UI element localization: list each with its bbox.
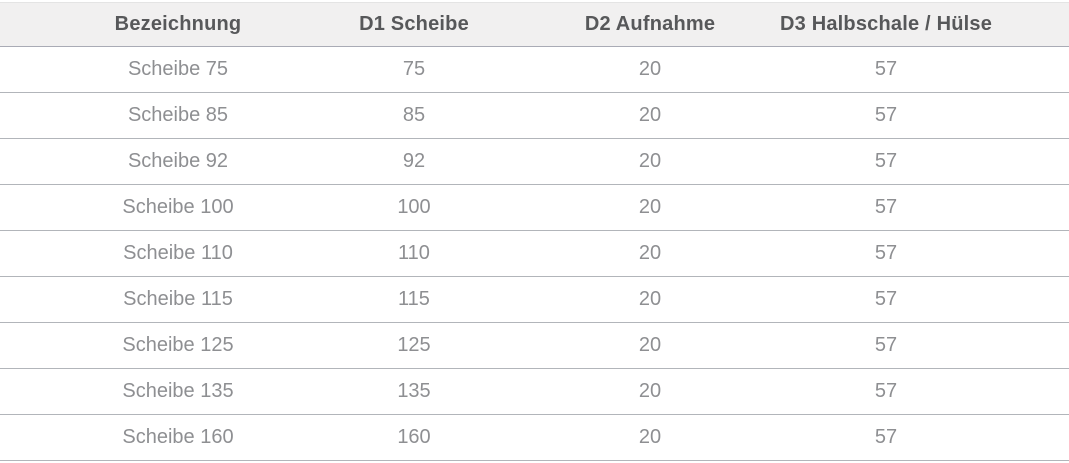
cell-d2: 20 (638, 380, 662, 402)
table-row: Scheibe 75 75 20 57 (0, 47, 1069, 93)
cell-d1: 75 (402, 58, 426, 80)
cell-d3: 57 (874, 196, 898, 218)
table-row: Scheibe 92 92 20 57 (0, 139, 1069, 185)
cell-bezeichnung: Scheibe 115 (123, 288, 233, 310)
cell-d3: 57 (874, 288, 898, 310)
table-row: Scheibe 110 110 20 57 (0, 231, 1069, 277)
cell-bezeichnung: Scheibe 75 (127, 58, 229, 80)
cell-d2: 20 (638, 288, 662, 310)
cell-d3: 57 (874, 150, 898, 172)
cell-bezeichnung: Scheibe 92 (127, 150, 229, 172)
table-row: Scheibe 85 85 20 57 (0, 93, 1069, 139)
cell-d1: 110 (398, 242, 430, 264)
cell-d3: 57 (874, 58, 898, 80)
table-row: Scheibe 125 125 20 57 (0, 323, 1069, 369)
cell-d2: 20 (638, 242, 662, 264)
cell-bezeichnung: Scheibe 125 (122, 334, 234, 356)
column-header-bezeichnung: Bezeichnung (114, 13, 242, 35)
cell-d1: 92 (402, 150, 426, 172)
cell-bezeichnung: Scheibe 110 (123, 242, 233, 264)
table-row: Scheibe 135 135 20 57 (0, 369, 1069, 415)
cell-d1: 100 (397, 196, 431, 218)
cell-bezeichnung: Scheibe 160 (122, 426, 234, 448)
cell-d1: 85 (402, 104, 426, 126)
cell-d3: 57 (874, 104, 898, 126)
cell-d1: 135 (397, 380, 431, 402)
column-header-d3-halbschale-huelse: D3 Halbschale / Hülse (779, 13, 993, 35)
cell-d1: 125 (397, 334, 431, 356)
column-header-d1-scheibe: D1 Scheibe (359, 13, 469, 35)
cell-d2: 20 (638, 196, 662, 218)
table-row: Scheibe 160 160 20 57 (0, 415, 1069, 461)
cell-d3: 57 (874, 334, 898, 356)
cell-d3: 57 (874, 380, 898, 402)
cell-d2: 20 (638, 150, 662, 172)
cell-d3: 57 (874, 426, 898, 448)
cell-bezeichnung: Scheibe 135 (122, 380, 234, 402)
table-header-row: Bezeichnung D1 Scheibe D2 Aufnahme D3 Ha… (0, 2, 1069, 47)
cell-d2: 20 (638, 104, 662, 126)
cell-d3: 57 (874, 242, 898, 264)
cell-d2: 20 (638, 426, 662, 448)
cell-d2: 20 (638, 58, 662, 80)
cell-d1: 160 (397, 426, 431, 448)
cell-bezeichnung: Scheibe 100 (122, 196, 234, 218)
cell-bezeichnung: Scheibe 85 (127, 104, 229, 126)
cell-d1: 115 (398, 288, 430, 310)
table-row: Scheibe 100 100 20 57 (0, 185, 1069, 231)
table-row: Scheibe 115 115 20 57 (0, 277, 1069, 323)
column-header-d2-aufnahme: D2 Aufnahme (584, 13, 716, 35)
cell-d2: 20 (638, 334, 662, 356)
